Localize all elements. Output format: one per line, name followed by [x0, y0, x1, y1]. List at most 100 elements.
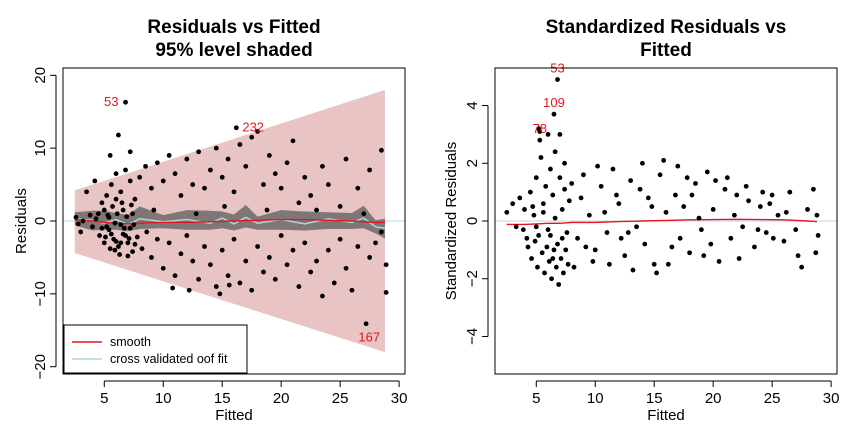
data-point	[116, 132, 121, 138]
data-point	[545, 131, 551, 137]
data-point	[553, 264, 559, 270]
data-point	[795, 253, 801, 259]
data-point	[510, 201, 516, 207]
data-point	[708, 241, 714, 247]
y-tick-label: 2	[464, 159, 481, 167]
data-point	[736, 256, 742, 261]
data-point	[551, 111, 557, 117]
data-point	[160, 265, 166, 271]
data-point	[124, 214, 130, 220]
data-point	[131, 222, 137, 228]
data-point	[625, 230, 631, 235]
data-point	[373, 240, 378, 246]
data-point	[728, 235, 734, 241]
data-point	[84, 189, 89, 195]
data-point	[314, 207, 319, 213]
data-point	[383, 262, 389, 268]
legend-smooth-label: smooth	[110, 335, 151, 349]
data-point	[565, 261, 571, 267]
right-plot-frame	[494, 67, 838, 375]
data-point	[331, 280, 337, 286]
right-title-line-1: Standardized Residuals vs	[546, 17, 787, 38]
data-point	[628, 178, 634, 183]
x-tick-label: 20	[273, 390, 290, 407]
data-point	[722, 186, 728, 192]
data-point	[99, 200, 105, 206]
data-point	[261, 182, 266, 187]
data-point	[87, 212, 93, 218]
data-point	[75, 221, 81, 227]
x-tick-label: 15	[214, 390, 231, 407]
data-point	[595, 163, 600, 169]
data-point	[137, 174, 143, 180]
data-point	[112, 220, 118, 226]
data-point	[618, 235, 624, 241]
data-point	[302, 174, 308, 180]
data-point	[383, 290, 389, 295]
data-point	[630, 267, 636, 273]
data-point	[746, 198, 751, 204]
data-point	[108, 231, 114, 237]
data-point	[793, 227, 799, 233]
data-point	[550, 256, 556, 261]
y-tick-label: 4	[464, 101, 481, 109]
data-point	[732, 212, 737, 218]
data-point	[645, 195, 651, 201]
data-point	[290, 138, 296, 144]
data-point	[127, 225, 133, 231]
data-point	[237, 142, 243, 147]
data-point	[559, 207, 565, 212]
data-point	[546, 259, 552, 264]
data-point	[255, 244, 260, 249]
x-tick-label: 20	[705, 390, 722, 407]
data-point	[548, 166, 553, 172]
data-point	[208, 167, 213, 173]
data-point	[101, 240, 107, 246]
data-point	[734, 192, 740, 198]
data-point	[325, 182, 331, 187]
data-point	[160, 178, 166, 184]
data-point	[120, 207, 126, 213]
data-point	[349, 287, 355, 293]
data-point	[308, 193, 314, 198]
data-point	[231, 236, 237, 242]
data-point	[522, 207, 527, 212]
data-point	[284, 262, 290, 268]
data-point	[272, 276, 278, 282]
left-y-axis-label: Residuals	[13, 188, 30, 254]
data-point	[118, 222, 124, 228]
data-point	[813, 250, 819, 256]
data-point	[166, 153, 172, 158]
data-point	[586, 212, 592, 218]
data-point	[740, 224, 746, 230]
data-point	[290, 247, 296, 253]
data-point	[255, 128, 260, 134]
data-point	[504, 209, 510, 215]
data-point	[783, 209, 789, 215]
y-tick-label: 20	[32, 67, 49, 84]
y-tick-label: −10	[32, 281, 49, 306]
data-point	[575, 235, 580, 241]
data-point	[243, 258, 249, 264]
data-point	[561, 270, 566, 276]
data-point	[208, 262, 213, 268]
data-point	[787, 189, 793, 195]
data-point	[132, 241, 138, 247]
data-point	[622, 253, 628, 259]
data-point	[562, 186, 567, 192]
data-point	[563, 247, 569, 253]
data-point	[132, 196, 138, 202]
left-title-line-1: Residuals vs Fitted	[147, 17, 320, 38]
data-point	[524, 235, 530, 241]
data-point	[186, 287, 192, 293]
data-point	[266, 153, 272, 158]
data-point	[237, 280, 243, 286]
data-point	[701, 253, 707, 259]
data-point	[548, 233, 553, 238]
data-point	[675, 163, 681, 169]
data-point	[552, 149, 558, 155]
legend-oof-label: cross validated oof fit	[110, 352, 228, 366]
right-chart: Standardized Residuals vs Fitted 5310978…	[443, 17, 839, 424]
data-point	[196, 276, 202, 282]
data-point	[654, 270, 659, 276]
